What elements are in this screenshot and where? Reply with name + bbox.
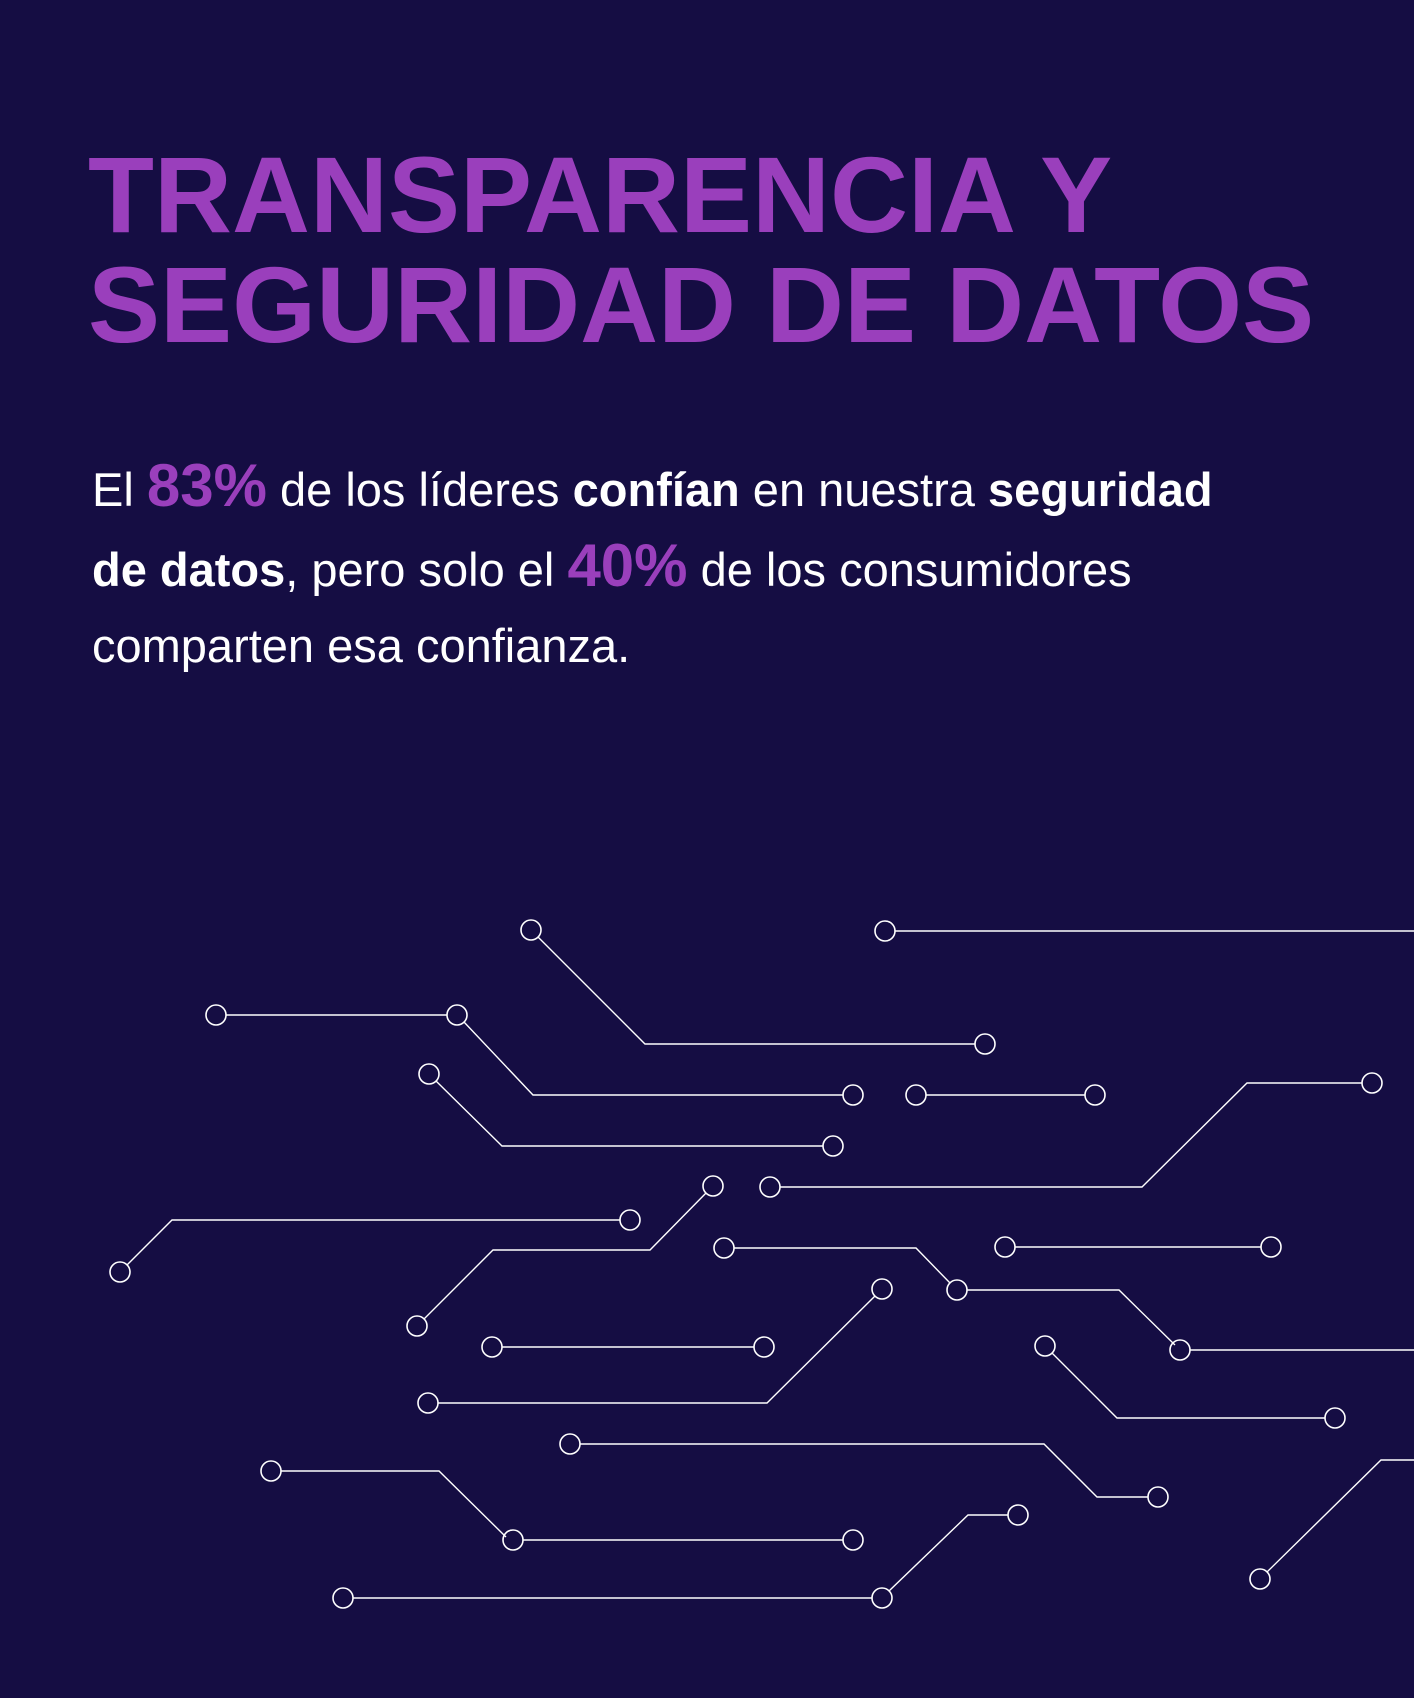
- statement-paragraph: El 83% de los líderes confían en nuestra…: [92, 448, 1392, 684]
- circuit-node: [822, 1135, 844, 1157]
- headline-line-2: SEGURIDAD DE DATOS: [88, 244, 1315, 365]
- statement-line-1: El 83% de los líderes confían en nuestra…: [92, 448, 1392, 528]
- statement-line-2: de datos, pero solo el 40% de los consum…: [92, 528, 1392, 608]
- circuit-node: [406, 1315, 428, 1337]
- circuit-node: [1249, 1568, 1271, 1590]
- leaders-percentage: 83%: [146, 452, 267, 519]
- circuit-trace: [580, 1443, 1148, 1498]
- circuit-node: [842, 1529, 864, 1551]
- statement-line-3: comparten esa confianza.: [92, 619, 631, 672]
- circuit-node: [1034, 1335, 1056, 1357]
- statement-emphasis: de datos: [92, 543, 286, 596]
- circuit-trace: [967, 1289, 1176, 1346]
- circuit-node: [481, 1336, 503, 1358]
- statement-text: , pero solo el: [285, 543, 568, 596]
- circuit-node: [418, 1063, 440, 1085]
- circuit-node: [759, 1176, 781, 1198]
- circuit-node: [109, 1261, 131, 1283]
- statement-text: en nuestra: [739, 463, 988, 516]
- circuit-node: [1084, 1084, 1106, 1106]
- circuit-node: [619, 1209, 641, 1231]
- headline-line-1: TRANSPARENCIA Y: [88, 134, 1113, 255]
- circuit-node: [874, 920, 896, 942]
- circuit-node: [946, 1279, 968, 1301]
- circuit-node: [974, 1033, 996, 1055]
- statement-emphasis: confían: [572, 463, 740, 516]
- circuit-node: [1147, 1486, 1169, 1508]
- circuit-trace: [888, 1514, 1008, 1592]
- circuit-node: [1361, 1072, 1383, 1094]
- statement-text: de los líderes: [266, 463, 573, 516]
- circuit-node: [1324, 1407, 1346, 1429]
- circuit-trace: [281, 1470, 507, 1538]
- circuit-node: [702, 1175, 724, 1197]
- circuit-node: [1169, 1339, 1191, 1361]
- circuit-node: [446, 1004, 468, 1026]
- circuit-node: [994, 1236, 1016, 1258]
- circuit-node: [520, 919, 542, 941]
- circuit-trace: [126, 1219, 620, 1266]
- headline: TRANSPARENCIA Y SEGURIDAD DE DATOS: [88, 140, 1388, 360]
- circuit-trace: [1051, 1352, 1325, 1419]
- circuit-node: [1260, 1236, 1282, 1258]
- circuit-node: [713, 1237, 735, 1259]
- circuit-trace: [438, 1295, 876, 1404]
- circuit-trace: [423, 1192, 707, 1320]
- circuit-node: [417, 1392, 439, 1414]
- circuit-node: [205, 1004, 227, 1026]
- circuit-node: [559, 1433, 581, 1455]
- circuit-node: [260, 1460, 282, 1482]
- circuit-node: [753, 1336, 775, 1358]
- circuit-trace: [734, 1247, 951, 1284]
- circuit-node: [1007, 1504, 1029, 1526]
- statement-text: de los consumidores: [687, 543, 1132, 596]
- circuit-node: [332, 1587, 354, 1609]
- circuit-trace: [537, 936, 975, 1045]
- circuit-trace: [780, 1082, 1362, 1188]
- circuit-trace: [463, 1021, 843, 1096]
- circuit-node: [871, 1278, 893, 1300]
- circuit-node: [905, 1084, 927, 1106]
- consumers-percentage: 40%: [567, 532, 688, 599]
- circuit-node: [842, 1084, 864, 1106]
- circuit-trace: [435, 1080, 823, 1147]
- statement-emphasis: seguridad: [987, 463, 1213, 516]
- statement-text: El: [92, 463, 147, 516]
- circuit-trace: [1266, 1459, 1414, 1573]
- circuit-node: [502, 1529, 524, 1551]
- circuit-node: [871, 1587, 893, 1609]
